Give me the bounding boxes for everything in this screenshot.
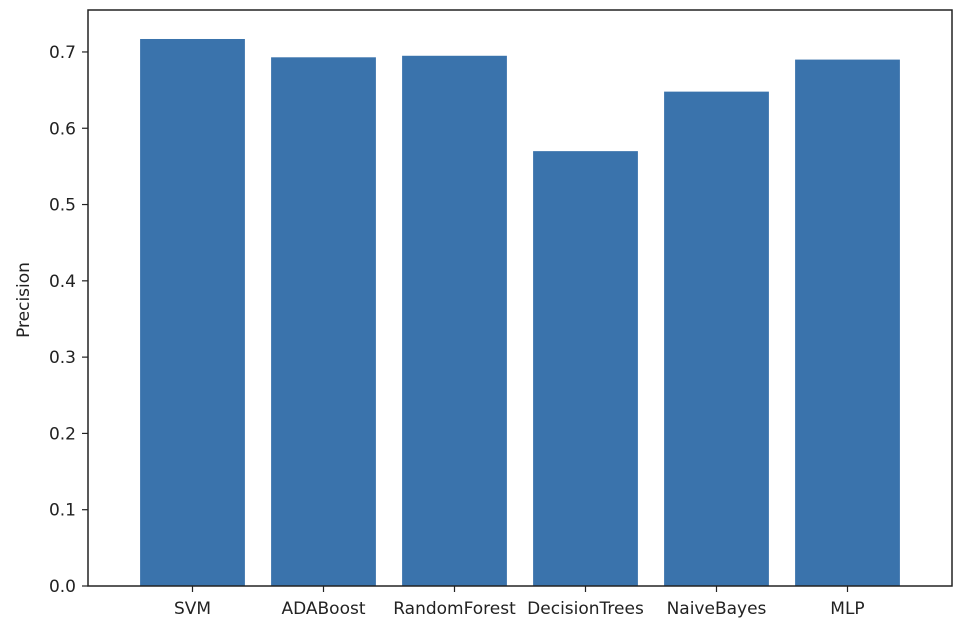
- y-tick-label: 0.3: [49, 348, 76, 368]
- y-tick-label: 0.2: [49, 424, 76, 444]
- y-tick-label: 0.6: [49, 119, 76, 139]
- bar-adaboost: [271, 57, 376, 587]
- x-tick-label: SVM: [174, 599, 211, 619]
- x-tick-label: MLP: [830, 599, 864, 619]
- x-tick-label: NaiveBayes: [667, 599, 767, 619]
- x-axis: SVM ADABoost RandomForest DecisionTrees Naiv…: [174, 586, 865, 619]
- bar-decisiontrees: [533, 151, 638, 586]
- bar-naivebayes: [664, 91, 769, 587]
- y-tick-label: 0.4: [49, 272, 76, 292]
- plot-frame: [87, 9, 953, 587]
- y-axis-label: Precision: [14, 262, 34, 338]
- y-tick-label: 0.5: [49, 196, 76, 216]
- bar-mlp: [795, 59, 900, 586]
- bars-group: [140, 38, 900, 587]
- y-tick-label: 0.7: [49, 43, 76, 63]
- y-tick-label: 0.1: [49, 501, 76, 521]
- x-tick-label: RandomForest: [393, 599, 516, 619]
- bar-svm: [140, 38, 245, 587]
- y-axis: 0.0 0.1 0.2 0.3 0.4 0.5 0.6 0.7: [49, 43, 88, 597]
- x-tick-label: ADABoost: [281, 599, 365, 619]
- y-tick-label: 0.0: [49, 577, 76, 597]
- bar-randomforest: [402, 55, 507, 586]
- x-tick-label: DecisionTrees: [527, 599, 644, 619]
